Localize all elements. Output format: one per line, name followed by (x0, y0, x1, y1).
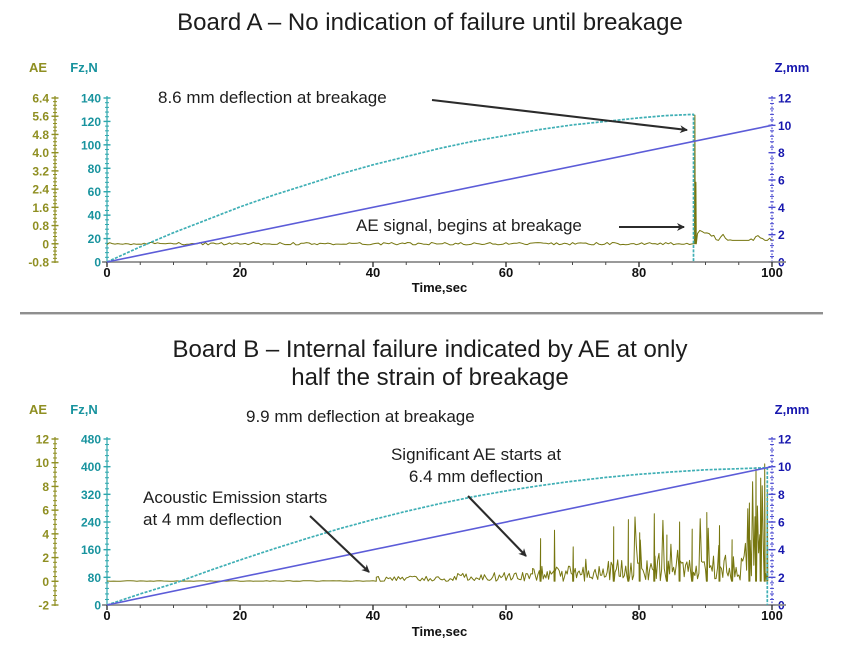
x-tick-label: 100 (761, 265, 783, 280)
x-tick-label: 100 (761, 608, 783, 623)
x-tick-label: 0 (103, 608, 110, 623)
y-axis-ae: 6.4 5.6 4.8 4.0 3.2 2.4 1.6 0.8 0 -0.8 (28, 92, 59, 270)
series-force-fz (106, 466, 769, 606)
y-tick-label: 80 (88, 162, 102, 176)
y-tick-label: 10 (36, 456, 50, 470)
y-tick-label: 0.8 (32, 219, 49, 233)
y-tick-label: 6 (42, 504, 49, 518)
y-tick-label: 0 (42, 237, 49, 251)
x-axis-time: 0 20 40 60 80 100 (102, 604, 786, 623)
series-force-fz (106, 113, 695, 263)
y-tick-label: 10 (778, 119, 792, 133)
x-tick-label: 20 (233, 265, 247, 280)
y-tick-label: 8 (778, 146, 785, 160)
chart-a-ae-axis-label: AE (28, 60, 48, 75)
y-tick-label: 12 (778, 92, 792, 106)
y-tick-label: 160 (81, 543, 101, 557)
y-tick-label: 60 (88, 185, 102, 199)
y-tick-label: 400 (81, 460, 101, 474)
section-divider (20, 312, 823, 315)
y-tick-label: 6 (778, 516, 785, 530)
y-tick-label: 80 (88, 571, 102, 585)
y-tick-label: 12 (36, 433, 50, 447)
x-tick-label: 60 (499, 608, 513, 623)
y-tick-label: 8 (42, 480, 49, 494)
y-tick-label: 12 (778, 433, 792, 447)
y-tick-label: 3.2 (32, 164, 49, 178)
x-tick-label: 80 (632, 265, 646, 280)
chart-a-fz-axis-label: Fz,N (70, 60, 98, 75)
y-tick-label: 100 (81, 138, 101, 152)
y-tick-label: 1.6 (32, 201, 49, 215)
y-tick-label: 6.4 (32, 92, 49, 106)
x-tick-label: 40 (366, 265, 380, 280)
annotation-arrow (309, 515, 370, 573)
series-ae-signal (106, 463, 769, 582)
annotation-significant-ae-starts: Significant AE starts at 6.4 mm deflecti… (390, 445, 562, 486)
y-tick-label: 120 (81, 115, 101, 129)
y-tick-label: 4.0 (32, 146, 49, 160)
chart-b-ae-axis-label: AE (28, 402, 48, 417)
y-tick-label: 2.4 (32, 183, 49, 197)
y-axis-ae: 12 10 8 6 4 2 0 -2 (36, 433, 59, 613)
annotation-deflection-at-breakage-a: 8.6 mm deflection at breakage (158, 88, 387, 107)
annotation-deflection-at-breakage-b: 9.9 mm deflection at breakage (246, 407, 475, 426)
chart-a-title: Board A – No indication of failure until… (177, 9, 683, 36)
chart-a-z-axis-label: Z,mm (774, 60, 810, 75)
series-ae-signal (106, 114, 773, 246)
x-tick-label: 20 (233, 608, 247, 623)
x-tick-label: 40 (366, 608, 380, 623)
y-axis-fzn: 480 400 320 240 160 80 0 (81, 433, 111, 613)
chart-b-title: Board B – Internal failure indicated by … (40, 336, 820, 392)
y-tick-label: 0 (94, 256, 101, 270)
y-tick-label: 0 (42, 575, 49, 589)
y-tick-label: 40 (88, 209, 102, 223)
y-tick-label: 5.6 (32, 110, 49, 124)
x-tick-label: 60 (499, 265, 513, 280)
y-tick-label: 6 (778, 174, 785, 188)
y-tick-label: 140 (81, 92, 101, 106)
y-tick-label: 320 (81, 488, 101, 502)
y-tick-label: 8 (778, 488, 785, 502)
y-tick-label: -0.8 (28, 256, 49, 270)
annotation-ae-begins-at-breakage: AE signal, begins at breakage (356, 216, 582, 235)
chart-b-fz-axis-label: Fz,N (70, 402, 98, 417)
annotation-arrow (431, 98, 688, 134)
y-tick-label: 4 (778, 543, 785, 557)
y-tick-label: 2 (42, 551, 49, 565)
y-tick-label: 20 (88, 232, 102, 246)
chart-b-title-line2: half the strain of breakage (291, 364, 569, 391)
x-tick-label: 80 (632, 608, 646, 623)
x-axis-time: 0 20 40 60 80 100 (102, 261, 786, 280)
x-tick-label: 0 (103, 265, 110, 280)
annotation-acoustic-emission-starts: Acoustic Emission starts at 4 mm deflect… (143, 488, 328, 529)
chart-board-b: 121086420-248040032024016080012108642002… (36, 433, 792, 624)
y-tick-label: 4 (778, 201, 785, 215)
series-deflection-z (106, 124, 773, 263)
y-tick-label: 10 (778, 460, 792, 474)
chart-b-z-axis-label: Z,mm (774, 402, 810, 417)
y-axis-fzn: 140 120 100 80 60 40 20 0 (81, 92, 111, 270)
y-tick-label: 0 (94, 599, 101, 613)
y-tick-label: 4 (42, 527, 49, 541)
chart-b-x-axis-label: Time,sec (411, 624, 468, 639)
chart-board-a: 6.45.64.84.03.22.41.60.80-0.814012010080… (28, 92, 791, 281)
annotation-arrow (467, 495, 527, 557)
y-tick-label: 4.8 (32, 128, 49, 142)
chart-b-title-line1: Board B – Internal failure indicated by … (172, 336, 688, 363)
y-tick-label: 480 (81, 433, 101, 447)
y-tick-label: 2 (778, 228, 785, 242)
series-deflection-z (106, 465, 773, 606)
y-tick-label: 240 (81, 516, 101, 530)
y-tick-label: -2 (38, 599, 49, 613)
y-tick-label: 2 (778, 571, 785, 585)
chart-a-x-axis-label: Time,sec (411, 280, 468, 295)
